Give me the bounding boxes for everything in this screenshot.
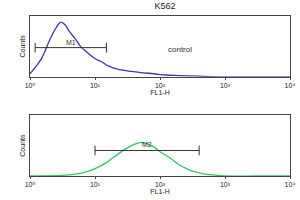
svg-text:10⁴: 10⁴ bbox=[285, 181, 296, 188]
svg-text:K562: K562 bbox=[154, 1, 175, 11]
svg-text:FL1-H: FL1-H bbox=[150, 89, 169, 96]
svg-text:10¹: 10¹ bbox=[90, 82, 101, 89]
svg-text:control: control bbox=[168, 45, 192, 54]
svg-text:Counts: Counts bbox=[19, 35, 26, 58]
svg-text:M2: M2 bbox=[142, 141, 152, 148]
svg-text:10²: 10² bbox=[155, 82, 166, 89]
svg-text:FL1-H: FL1-H bbox=[150, 188, 169, 195]
svg-text:M1: M1 bbox=[66, 39, 76, 46]
svg-text:10³: 10³ bbox=[220, 82, 231, 89]
svg-text:10⁴: 10⁴ bbox=[285, 82, 296, 89]
svg-text:10⁰: 10⁰ bbox=[25, 181, 36, 188]
svg-text:10³: 10³ bbox=[220, 181, 231, 188]
svg-text:10²: 10² bbox=[155, 181, 166, 188]
svg-text:10¹: 10¹ bbox=[90, 181, 101, 188]
svg-text:10⁰: 10⁰ bbox=[25, 82, 36, 89]
svg-text:Counts: Counts bbox=[19, 134, 26, 157]
